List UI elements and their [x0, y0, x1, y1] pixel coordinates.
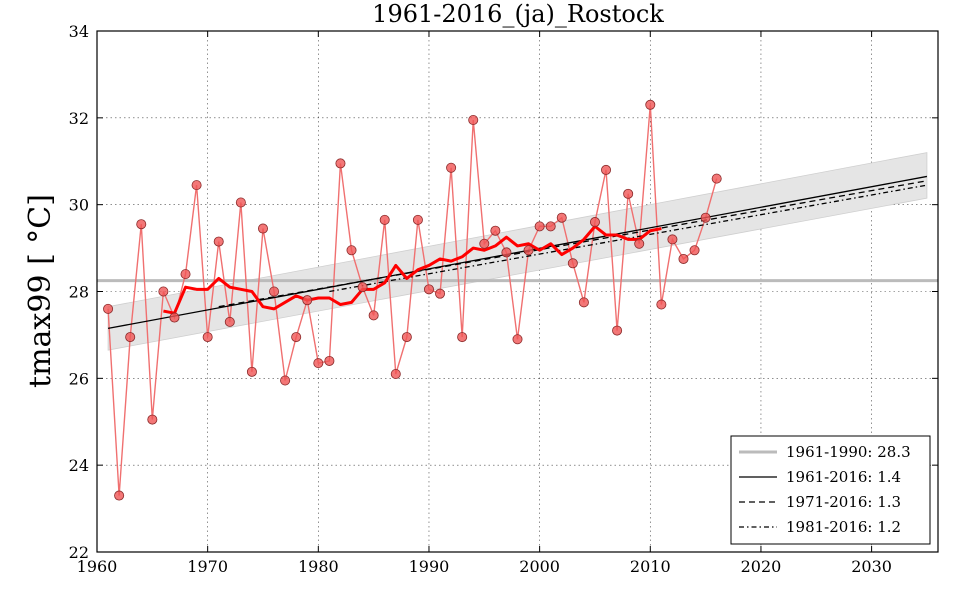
data-point: [180, 269, 191, 280]
data-point: [147, 414, 158, 425]
data-point: [114, 490, 125, 501]
data-point: [656, 299, 667, 310]
data-point: [235, 197, 246, 208]
data-point: [169, 312, 180, 323]
data-point: [678, 253, 689, 264]
data-point: [412, 214, 423, 225]
axes: 1960 1970 1980 1990 2000 2010 2020 2030 22 24 26 28…: [69, 22, 939, 576]
data-point: [512, 334, 523, 345]
data-point: [446, 162, 457, 173]
data-point: [390, 368, 401, 379]
data-point: [534, 221, 545, 232]
y-tick-label: 24: [69, 456, 89, 475]
y-axis-label: tmax99 [ °C]: [23, 194, 58, 388]
data-point: [368, 310, 379, 321]
y-tick-label: 32: [69, 109, 89, 128]
chart-title: 1961-2016_(ja)_Rostock: [372, 0, 664, 28]
data-point: [257, 223, 268, 234]
legend-label: 1961-2016: 1.4: [786, 468, 901, 486]
data-point: [667, 234, 678, 245]
x-tick-label: 2030: [851, 557, 892, 576]
data-point: [601, 164, 612, 175]
data-point: [689, 245, 700, 256]
annual-series-line: [107, 104, 718, 496]
legend-label: 1961-1990: 28.3: [786, 443, 911, 461]
data-point: [468, 115, 479, 126]
data-point: [700, 212, 711, 223]
data-point: [357, 282, 368, 293]
x-tick-label: 2010: [630, 557, 671, 576]
data-point: [191, 180, 202, 191]
data-point: [269, 286, 280, 297]
data-point: [490, 225, 501, 236]
x-tick-label: 1980: [298, 557, 339, 576]
y-tick-label: 22: [69, 543, 89, 562]
running-mean-line: [163, 224, 662, 315]
legend-box: [730, 435, 931, 545]
legend-label: 1981-2016: 1.2: [786, 518, 901, 536]
x-tick-label: 1990: [409, 557, 450, 576]
data-point: [213, 236, 224, 247]
data-point: [335, 158, 346, 169]
data-point: [612, 325, 623, 336]
data-point: [578, 297, 589, 308]
x-tick-label: 1970: [187, 557, 228, 576]
data-point: [246, 366, 257, 377]
data-point: [645, 99, 656, 110]
data-point: [567, 258, 578, 269]
x-tick-label: 2000: [519, 557, 560, 576]
data-point: [379, 214, 390, 225]
trend-band: [107, 152, 928, 351]
y-tick-label: 26: [69, 369, 89, 388]
data-point: [202, 332, 213, 343]
trend-line-1961-2016: [107, 175, 928, 330]
y-tick-label: 34: [69, 22, 89, 41]
data-point: [711, 173, 722, 184]
data-point: [346, 245, 357, 256]
data-point: [589, 217, 600, 228]
data-point: [291, 332, 302, 343]
y-tick-label: 30: [69, 196, 89, 215]
x-tick-label: 1960: [77, 557, 118, 576]
data-point: [634, 238, 645, 249]
data-point: [401, 332, 412, 343]
data-point: [280, 375, 291, 386]
data-point: [313, 358, 324, 369]
x-tick-label: 2020: [741, 557, 782, 576]
data-point: [103, 303, 114, 314]
legend-label: 1971-2016: 1.3: [786, 493, 901, 511]
data-point: [623, 188, 634, 199]
data-point: [136, 219, 147, 230]
data-point: [423, 284, 434, 295]
data-point: [324, 355, 335, 366]
data-point: [501, 247, 512, 258]
data-point: [435, 288, 446, 299]
data-point: [302, 295, 313, 306]
data-point: [556, 212, 567, 223]
data-point: [224, 316, 235, 327]
data-point: [158, 286, 169, 297]
y-tick-label: 28: [69, 283, 89, 302]
data-point: [125, 332, 136, 343]
data-point: [479, 238, 490, 249]
data-point: [545, 221, 556, 232]
plot-area: [97, 31, 938, 552]
legend: 1961-1990: 28.3 1961-2016: 1.4 1971-2016: …: [730, 435, 931, 545]
data-point: [523, 245, 534, 256]
data-point: [457, 332, 468, 343]
